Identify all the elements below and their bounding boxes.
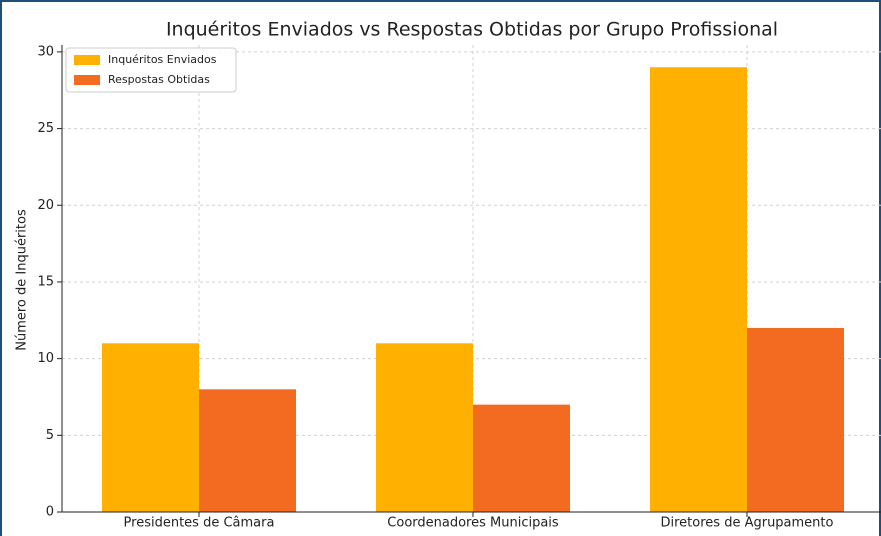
legend-label: Respostas Obtidas: [108, 73, 210, 86]
y-tick-label: 20: [37, 198, 54, 213]
bar: [747, 327, 844, 512]
y-tick-label: 25: [37, 121, 54, 136]
y-tick-label: 15: [37, 274, 54, 289]
x-tick-label: Coordenadores Municipais: [387, 516, 559, 531]
bar: [376, 343, 473, 512]
legend-swatch: [74, 55, 100, 65]
bar: [650, 67, 747, 512]
y-tick-label: 0: [46, 505, 54, 520]
legend-label: Inquéritos Enviados: [108, 53, 217, 66]
bar: [102, 343, 199, 512]
x-tick-label: Presidentes de Câmara: [124, 516, 275, 531]
y-axis-label: Número de Inquéritos: [15, 209, 30, 351]
bar: [199, 389, 296, 512]
legend-swatch: [74, 75, 100, 85]
y-tick-label: 5: [46, 428, 54, 443]
x-tick-label: Diretores de Agrupamento: [661, 516, 834, 531]
bar: [473, 404, 570, 512]
y-tick-label: 30: [37, 44, 54, 59]
y-tick-label: 10: [37, 351, 54, 366]
chart-title: Inquéritos Enviados vs Respostas Obtidas…: [166, 19, 778, 41]
legend-box: [65, 47, 237, 93]
